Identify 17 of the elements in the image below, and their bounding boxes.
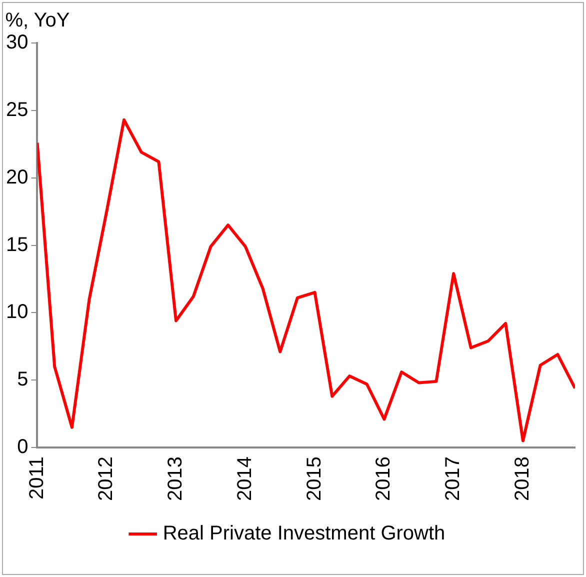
y-tick-label: 25 — [6, 98, 28, 121]
x-tick-label: 2014 — [234, 456, 256, 502]
y-tick-label: 10 — [6, 301, 28, 324]
x-tick-label: 2018 — [511, 456, 534, 502]
legend-label: Real Private Investment Growth — [162, 522, 446, 545]
x-tick-label: 2011 — [26, 456, 48, 500]
x-tick-label: 2016 — [372, 456, 395, 502]
y-axis-title: %, YoY — [5, 10, 70, 32]
x-tick-label: 2017 — [442, 456, 464, 502]
y-tick-label: 15 — [6, 234, 28, 256]
x-tick-label: 2012 — [95, 456, 118, 502]
x-tick-label: 2013 — [164, 456, 187, 502]
y-tick-label: 0 — [17, 436, 28, 458]
x-tick-label: 2015 — [303, 456, 326, 502]
y-tick-label: 30 — [6, 32, 28, 54]
y-tick-label: 20 — [6, 166, 28, 188]
y-tick-label: 5 — [17, 368, 28, 391]
